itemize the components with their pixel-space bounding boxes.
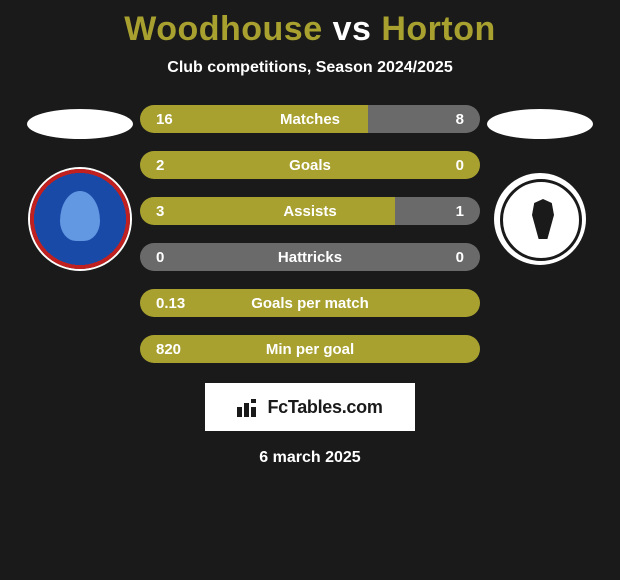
- comparison-card: Woodhouse vs Horton Club competitions, S…: [0, 0, 620, 467]
- stat-right-value: 1: [456, 203, 464, 220]
- stat-label: Matches: [156, 111, 464, 128]
- stats-column: 16Matches82Goals03Assists10Hattricks00.1…: [140, 105, 480, 363]
- stat-label: Goals: [156, 157, 464, 174]
- stat-right-value: 0: [456, 157, 464, 174]
- page-title: Woodhouse vs Horton: [0, 10, 620, 49]
- right-player-col: [480, 105, 600, 269]
- subtitle: Club competitions, Season 2024/2025: [0, 59, 620, 77]
- stat-row: 2Goals0: [140, 151, 480, 179]
- stat-right-value: 0: [456, 249, 464, 266]
- stat-row: 16Matches8: [140, 105, 480, 133]
- title-separator: vs: [333, 10, 372, 48]
- stat-row: 0Hattricks0: [140, 243, 480, 271]
- right-club-crest: [490, 169, 590, 269]
- title-right-name: Horton: [381, 10, 495, 48]
- stat-left-value: 0.13: [156, 295, 185, 312]
- stat-left-value: 16: [156, 111, 173, 128]
- right-player-label: [487, 109, 593, 139]
- branding-badge: FcTables.com: [205, 383, 415, 431]
- stat-left-value: 820: [156, 341, 181, 358]
- stat-left-value: 2: [156, 157, 164, 174]
- chart-icon: [237, 397, 261, 417]
- left-club-crest: [30, 169, 130, 269]
- stat-row: 820Min per goal: [140, 335, 480, 363]
- stat-right-value: 8: [456, 111, 464, 128]
- main-row: 16Matches82Goals03Assists10Hattricks00.1…: [0, 105, 620, 363]
- stat-label: Min per goal: [156, 341, 464, 358]
- stat-left-value: 0: [156, 249, 164, 266]
- branding-text: FcTables.com: [267, 397, 382, 418]
- date-label: 6 march 2025: [0, 449, 620, 467]
- left-player-col: [20, 105, 140, 269]
- stat-label: Goals per match: [156, 295, 464, 312]
- stat-left-value: 3: [156, 203, 164, 220]
- stat-label: Hattricks: [156, 249, 464, 266]
- title-left-name: Woodhouse: [124, 10, 322, 48]
- stat-row: 3Assists1: [140, 197, 480, 225]
- stat-row: 0.13Goals per match: [140, 289, 480, 317]
- stat-label: Assists: [156, 203, 464, 220]
- left-player-label: [27, 109, 133, 139]
